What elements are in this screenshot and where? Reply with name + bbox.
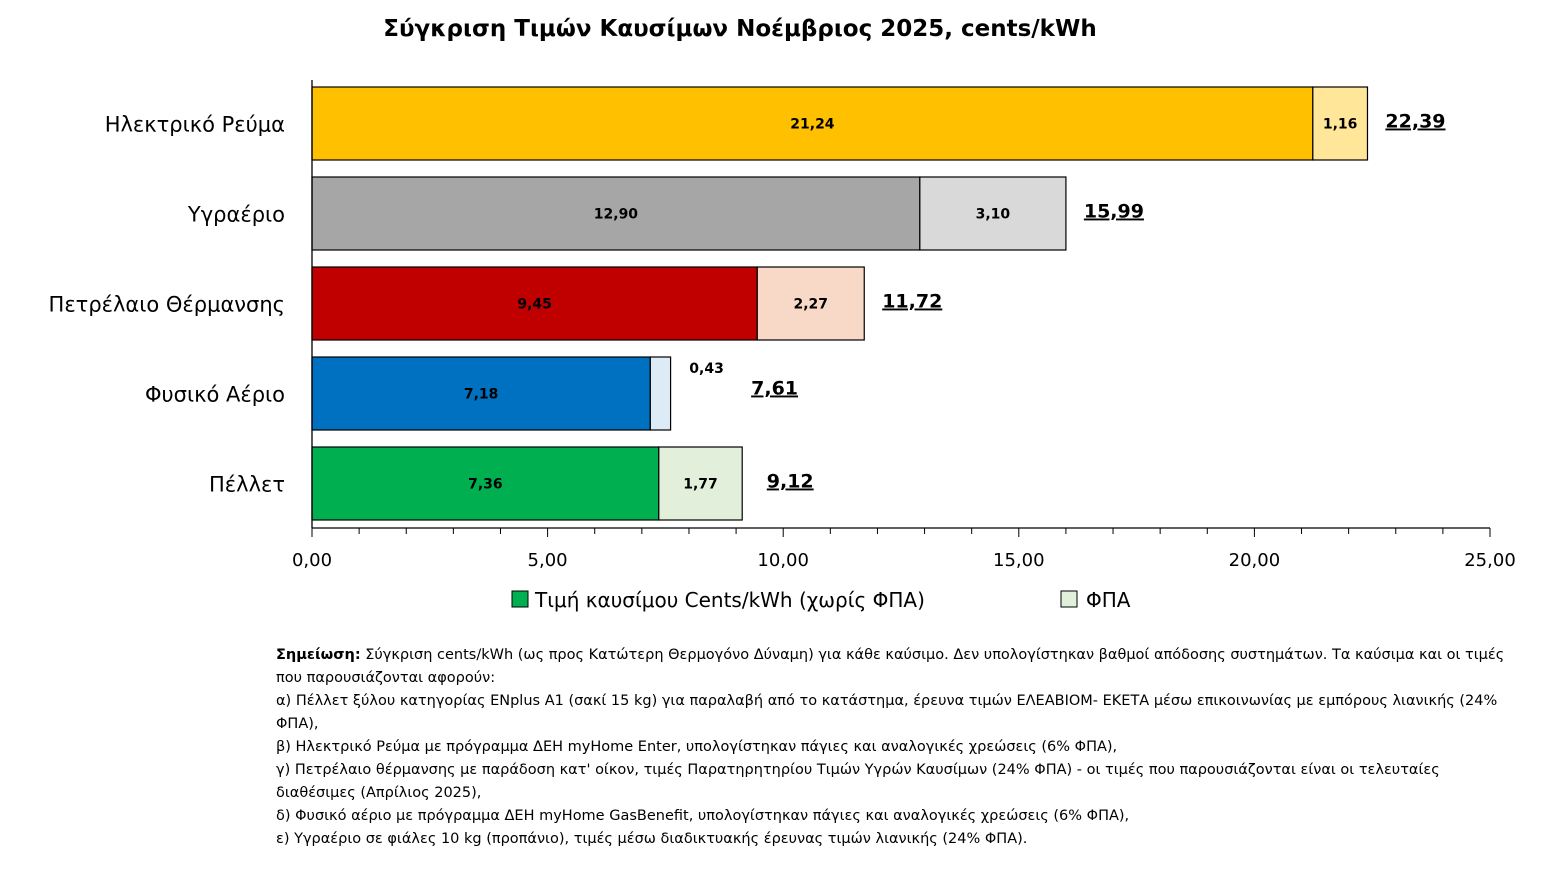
footnote: Σημείωση: Σύγκριση cents/kWh (ως προς Κα… <box>276 644 1506 851</box>
footnote-item-pellet: α) Πέλλετ ξύλου κατηγορίας ENplus A1 (σα… <box>276 693 1498 732</box>
bar-base-label-4: 7,36 <box>468 477 503 493</box>
footnote-intro-text: Σύγκριση cents/kWh (ως προς Κατώτερη Θερ… <box>276 647 1505 686</box>
x-axis: 0,00 5,00 10,00 15,00 20,00 25,00 <box>292 80 1516 571</box>
chart-title: Σύγκριση Τιμών Καυσίμων Νοέμβριος 2025, … <box>383 16 1096 42</box>
bar-vat-1 <box>919 176 1067 251</box>
legend-swatch-0 <box>511 590 529 608</box>
category-label-1: Υγραέριο <box>187 203 285 227</box>
footnote-item-electricity: β) Ηλεκτρικό Ρεύμα με πρόγραμμα ΔΕΗ myHo… <box>276 739 1118 755</box>
footnote-item-natural-gas: δ) Φυσικό αέριο με πρόγραμμα ΔΕΗ myHome … <box>276 808 1130 824</box>
total-label-4: 9,12 <box>767 471 814 493</box>
bar-vat-2 <box>756 266 865 341</box>
total-label-1: 15,99 <box>1084 201 1144 223</box>
legend: Τιμή καυσίμου Cents/kWh (χωρίς ΦΠΑ) ΦΠΑ <box>511 588 1131 612</box>
bars-layer: 21,24 1,16 22,39 12,90 3,10 15,99 9,45 2,27 11,7… <box>311 86 1446 521</box>
bar-vat-label-0: 1,16 <box>1323 117 1358 133</box>
x-tick-label-0: 0,00 <box>292 550 332 571</box>
x-tick-label-1: 5,00 <box>528 550 568 571</box>
x-tick-label-4: 20,00 <box>1229 550 1281 571</box>
bar-base-1 <box>311 176 921 251</box>
footnote-intro: Σημείωση: Σύγκριση cents/kWh (ως προς Κα… <box>276 644 1506 690</box>
bar-vat-label-3: 0,43 <box>689 361 724 377</box>
bar-base-2 <box>311 266 758 341</box>
footnote-item-lpg: ε) Υγραέριο σε φιάλες 10 kg (προπάνιο), … <box>276 831 1028 847</box>
bar-vat-label-2: 2,27 <box>793 297 828 313</box>
bar-base-label-1: 12,90 <box>594 207 639 223</box>
bar-base-label-2: 9,45 <box>517 297 552 313</box>
category-label-4: Πέλλετ <box>209 473 285 497</box>
bar-vat-label-1: 3,10 <box>976 207 1011 223</box>
x-tick-label-3: 15,00 <box>993 550 1045 571</box>
bar-base-0 <box>311 86 1314 161</box>
total-label-3: 7,61 <box>751 378 798 400</box>
x-tick-label-5: 25,00 <box>1464 550 1516 571</box>
category-label-0: Ηλεκτρικό Ρεύμα <box>105 113 285 137</box>
bar-vat-4 <box>658 446 743 521</box>
total-label-2: 11,72 <box>882 291 942 313</box>
bar-vat-3 <box>649 356 672 431</box>
legend-label-1: ΦΠΑ <box>1086 588 1131 612</box>
x-tick-label-2: 10,00 <box>757 550 809 571</box>
footnote-item-heating-oil: γ) Πετρέλαιο θέρμανσης με παράδοση κατ' … <box>276 762 1440 801</box>
bar-base-label-3: 7,18 <box>464 387 499 403</box>
fuel-price-chart: Σύγκριση Τιμών Καυσίμων Νοέμβριος 2025, … <box>49 16 1516 612</box>
category-labels: Ηλεκτρικό Ρεύμα Υγραέριο Πετρέλαιο Θέρμανσ… <box>49 113 285 497</box>
category-label-3: Φυσικό Αέριο <box>145 383 285 407</box>
footnote-heading: Σημείωση: <box>276 647 361 663</box>
legend-swatch-1 <box>1060 590 1078 608</box>
total-label-0: 22,39 <box>1385 111 1445 133</box>
bar-base-3 <box>311 356 651 431</box>
category-label-2: Πετρέλαιο Θέρμανσης <box>49 293 285 317</box>
bar-base-label-0: 21,24 <box>790 117 835 133</box>
bar-vat-label-4: 1,77 <box>683 477 718 493</box>
bar-vat-0 <box>1312 86 1369 161</box>
legend-label-0: Τιμή καυσίμου Cents/kWh (χωρίς ΦΠΑ) <box>534 588 925 612</box>
